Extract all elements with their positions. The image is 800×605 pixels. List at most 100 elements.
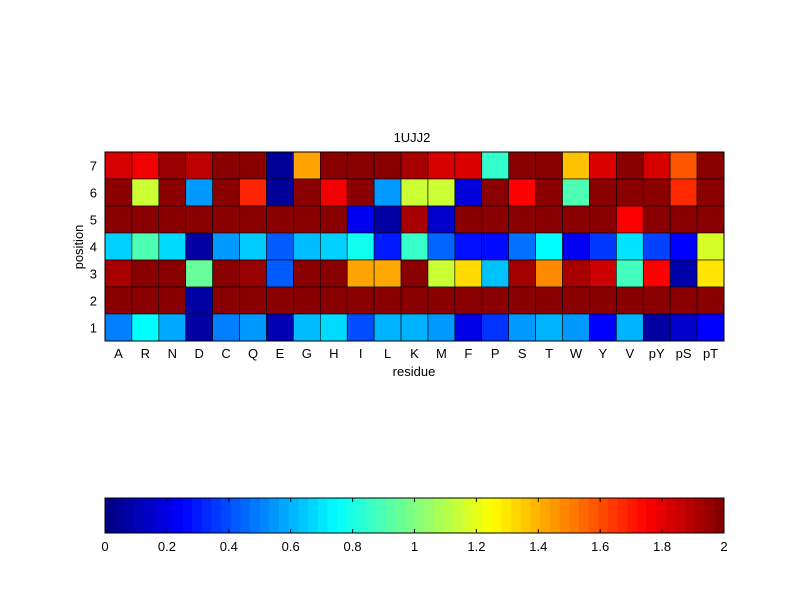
heatmap-cell	[293, 178, 321, 207]
x-tick-label: D	[195, 346, 204, 361]
heatmap-cell	[589, 205, 617, 234]
heatmap-cell	[131, 286, 160, 315]
heatmap-cell	[212, 151, 240, 180]
colorbar-swatch	[472, 498, 483, 533]
heatmap-cell	[616, 286, 644, 315]
colorbar-swatch	[714, 498, 725, 533]
x-tick-label: W	[570, 346, 583, 361]
colorbar-swatch	[385, 498, 396, 533]
heatmap-cell	[508, 205, 536, 234]
heatmap-cell	[239, 232, 267, 261]
heatmap-cell	[346, 286, 375, 315]
heatmap-cell	[481, 259, 509, 288]
colorbar-swatch	[327, 498, 338, 533]
colorbar-swatch	[627, 498, 638, 533]
heatmap-cell	[535, 151, 563, 180]
y-tick-label: 4	[90, 240, 97, 255]
colorbar-swatch	[491, 498, 503, 533]
heatmap-cell	[427, 232, 456, 261]
heatmap-cell	[239, 205, 267, 234]
colorbar-swatch	[665, 498, 677, 533]
heatmap-cell	[185, 205, 213, 234]
heatmap-cell	[427, 259, 456, 288]
heatmap-cell	[508, 286, 536, 315]
colorbar-swatch	[337, 498, 348, 533]
heatmap-cell	[696, 151, 725, 180]
colorbar-swatch	[143, 498, 154, 533]
colorbar-swatch	[414, 498, 425, 533]
colorbar-swatch	[675, 498, 686, 533]
heatmap-cell	[481, 313, 509, 342]
colorbar-swatch	[172, 498, 183, 533]
heatmap-cell	[669, 259, 698, 288]
colorbar-swatch	[424, 498, 435, 533]
heatmap-cell	[266, 205, 294, 234]
heatmap-cell	[319, 205, 348, 234]
heatmap-cell	[642, 259, 671, 288]
heatmap-cell	[319, 178, 348, 207]
heatmap-cell	[508, 178, 536, 207]
heatmap-cell	[589, 151, 617, 180]
x-tick-label: H	[329, 346, 338, 361]
heatmap-cell	[212, 178, 240, 207]
colorbar-swatch	[201, 498, 212, 533]
heatmap-cell	[454, 205, 483, 234]
x-tick-label: L	[384, 346, 391, 361]
heatmap-cell	[508, 151, 536, 180]
heatmap-cell	[400, 178, 429, 207]
heatmap-cell	[239, 178, 267, 207]
heatmap-cell	[131, 232, 160, 261]
heatmap-cell	[696, 232, 725, 261]
heatmap-cell	[293, 205, 321, 234]
y-tick-label: 6	[90, 186, 97, 201]
colorbar-swatch	[192, 498, 203, 533]
heatmap-cell	[319, 313, 348, 342]
colorbar-swatch	[288, 498, 299, 533]
plot-border	[104, 151, 725, 342]
x-tick-label: C	[221, 346, 230, 361]
heatmap-cell	[427, 151, 456, 180]
heatmap-cell	[427, 286, 456, 315]
heatmap-cell	[373, 313, 402, 342]
heatmap-cell	[669, 205, 698, 234]
heatmap-cell	[131, 151, 160, 180]
heatmap-cell	[239, 151, 267, 180]
heatmap-cells	[104, 151, 725, 342]
heatmap-cell	[535, 205, 563, 234]
heatmap-cell	[562, 313, 590, 342]
heatmap-cell	[319, 259, 348, 288]
colorbar-tick-label: 0.2	[158, 539, 176, 554]
heatmap-cell	[454, 259, 483, 288]
heatmap-cell	[535, 286, 563, 315]
colorbar-swatch	[588, 498, 599, 533]
x-tick-label: N	[168, 346, 177, 361]
colorbar-swatch	[704, 498, 715, 533]
colorbar-swatch	[607, 498, 619, 533]
heatmap-cell	[642, 151, 671, 180]
heatmap-cell	[535, 313, 563, 342]
heatmap-cell	[266, 232, 294, 261]
heatmap-cell	[266, 259, 294, 288]
heatmap-cell	[346, 232, 375, 261]
heatmap-cell	[212, 286, 240, 315]
colorbar-swatch	[395, 498, 406, 533]
heatmap-cell	[185, 178, 213, 207]
heatmap-cell	[185, 151, 213, 180]
heatmap-cell	[427, 205, 456, 234]
heatmap-cell	[508, 313, 536, 342]
x-tick-label: K	[410, 346, 419, 361]
x-tick-label: P	[491, 346, 500, 361]
x-tick-label: M	[436, 346, 447, 361]
heatmap-cell	[319, 232, 348, 261]
colorbar-swatch	[105, 498, 116, 533]
heatmap-cell	[104, 178, 133, 207]
colorbar-swatch	[308, 498, 319, 533]
y-tick-label: 7	[90, 159, 97, 174]
heatmap-cell	[669, 286, 698, 315]
colorbar-swatch	[279, 498, 290, 533]
heatmap-cell	[158, 313, 187, 342]
colorbar	[105, 498, 725, 533]
colorbar-swatch	[559, 498, 570, 533]
y-tick-label: 2	[90, 294, 97, 309]
